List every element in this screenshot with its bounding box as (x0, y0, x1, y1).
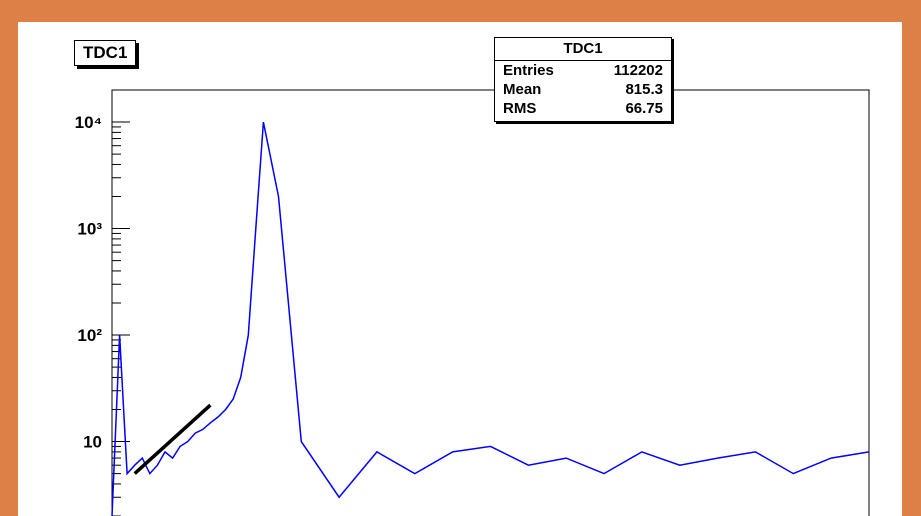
stats-row-mean: Mean 815.3 (495, 80, 671, 99)
y-tick-label: 10 (83, 433, 102, 452)
fit-line (133, 403, 212, 475)
stats-label: Mean (503, 81, 542, 98)
plot-canvas: 10⁴ 10³ 10² 10 TDC1 TDC1 Entries 112202 Mea… (18, 22, 902, 516)
stats-value: 66.75 (625, 100, 663, 117)
stats-header: TDC1 (495, 38, 671, 61)
chart-svg: 10⁴ 10³ 10² 10 (75, 89, 870, 516)
stats-value: 815.3 (625, 81, 663, 98)
stats-row-entries: Entries 112202 (495, 61, 671, 80)
y-tick-label: 10³ (77, 220, 102, 239)
histogram-series-line (111, 121, 870, 516)
y-tick-label: 10² (77, 326, 102, 345)
stats-label: Entries (503, 62, 554, 79)
histogram-title: TDC1 (74, 40, 137, 66)
y-tick-label: 10⁴ (75, 113, 102, 132)
stats-box: TDC1 Entries 112202 Mean 815.3 RMS 66.75 (494, 37, 672, 122)
stats-row-rms: RMS 66.75 (495, 99, 671, 121)
stats-label: RMS (503, 100, 537, 117)
stats-value: 112202 (613, 62, 663, 79)
